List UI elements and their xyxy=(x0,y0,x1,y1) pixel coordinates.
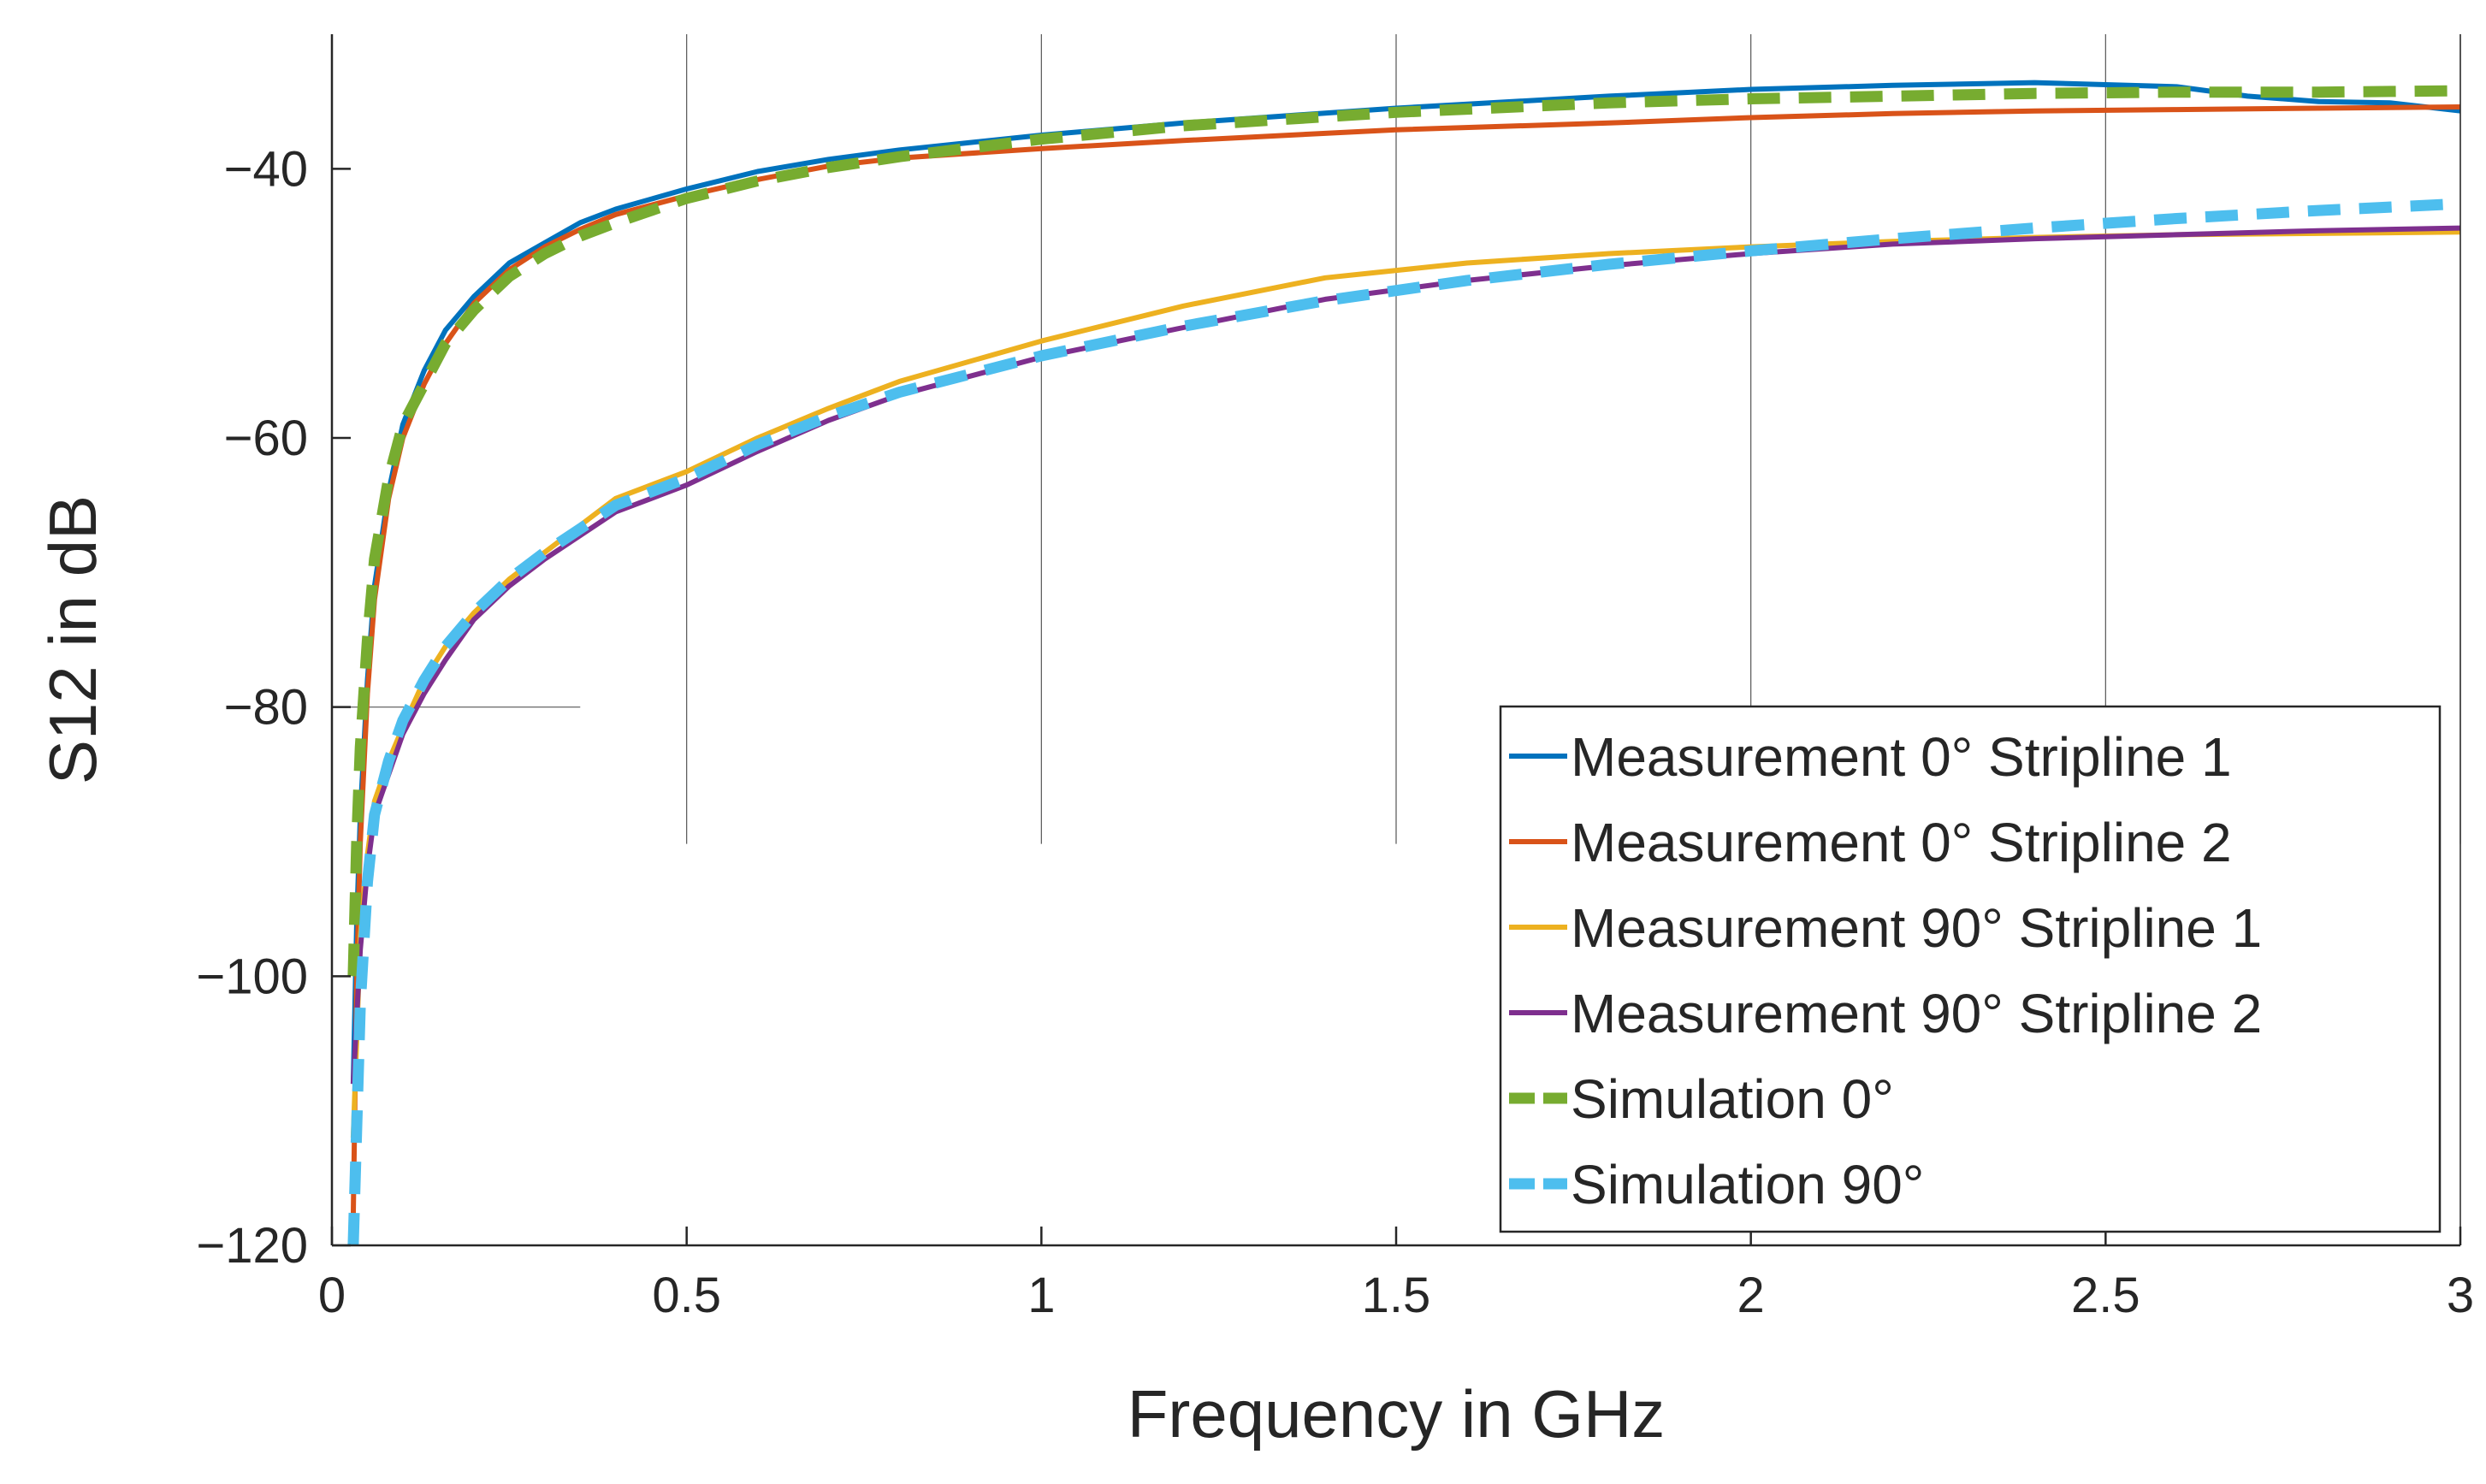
y-tick-label: −40 xyxy=(224,141,308,197)
series-line-6 xyxy=(347,198,2460,1245)
x-tick-label: 1.5 xyxy=(1362,1268,1431,1323)
x-tick-label: 0 xyxy=(318,1268,346,1323)
legend-items: Measurement 0° Stripline 1 Measurement 0°… xyxy=(1509,726,2262,1215)
x-tick-label: 2 xyxy=(1737,1268,1765,1323)
series-line-5 xyxy=(347,85,2460,977)
legend-label-1: Measurement 0° Stripline 1 xyxy=(1571,726,2232,788)
y-axis-label: S12 in dB xyxy=(35,495,110,784)
plot-area xyxy=(347,80,2460,1245)
legend-label-5: Simulation 0° xyxy=(1571,1068,1894,1130)
x-tick-label: 0.5 xyxy=(652,1268,721,1323)
series-layer xyxy=(347,80,2460,1245)
legend-box xyxy=(1499,705,2442,1233)
x-tick-label: 2.5 xyxy=(2071,1268,2140,1323)
legend-label-6: Simulation 90° xyxy=(1571,1154,1924,1215)
y-tick-label: −120 xyxy=(196,1218,308,1274)
x-tick-label: 3 xyxy=(2447,1268,2474,1323)
x-tick-label: 1 xyxy=(1027,1268,1055,1323)
y-tick-label: −80 xyxy=(224,680,308,736)
series-line-3 xyxy=(350,229,2460,1138)
legend-label-2: Measurement 0° Stripline 2 xyxy=(1571,812,2232,873)
y-tick-label: −60 xyxy=(224,411,308,466)
y-tick-label: −100 xyxy=(196,949,308,1004)
x-axis-label: Frequency in GHz xyxy=(1128,1376,1666,1451)
legend: Measurement 0° Stripline 1 Measurement 0°… xyxy=(1499,705,2442,1233)
legend-label-4: Measurement 90° Stripline 2 xyxy=(1571,983,2262,1044)
legend-label-3: Measurement 90° Stripline 1 xyxy=(1571,897,2262,959)
ticks-layer: 0 0.5 1 1.5 2 2.5 3 −120 −100 −80 −60 −40 xyxy=(196,141,2474,1323)
